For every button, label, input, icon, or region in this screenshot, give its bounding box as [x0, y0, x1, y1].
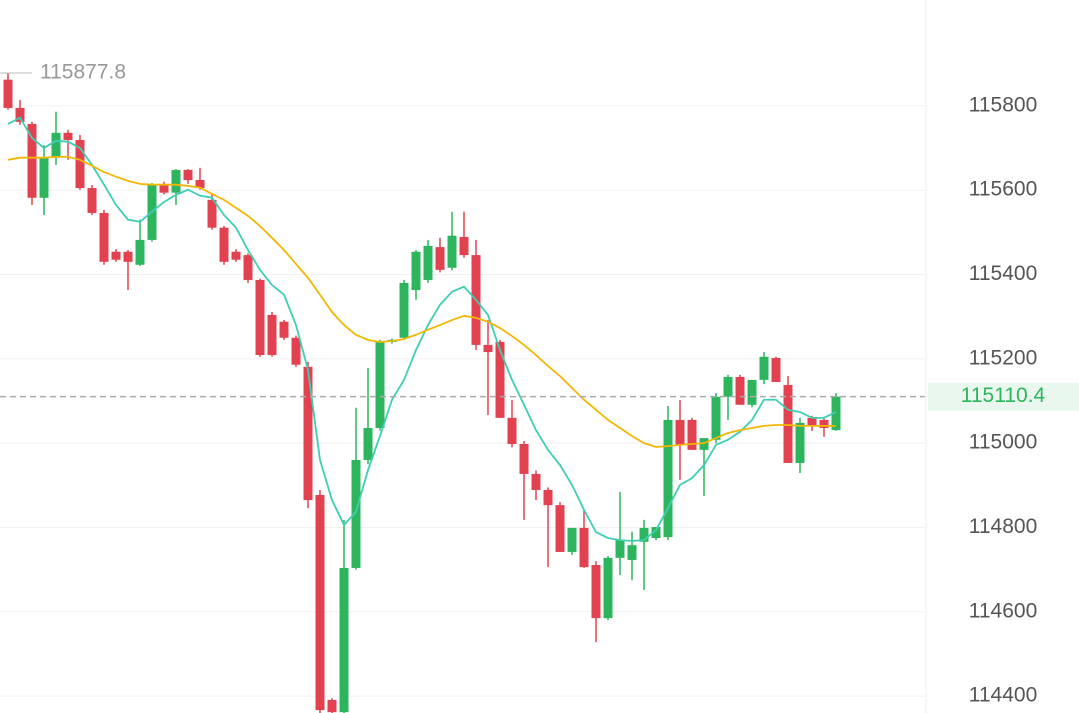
candle-body — [495, 341, 505, 418]
y-tick-label: 115000 — [969, 431, 1038, 454]
candle-body — [447, 235, 457, 268]
candle-body — [87, 188, 97, 213]
max-label: 115877.8 — [40, 61, 126, 84]
candle-body — [591, 565, 601, 619]
moving-average-line — [7, 155, 836, 448]
candle-body — [747, 379, 757, 405]
candle-body — [423, 245, 433, 280]
candle-body — [543, 489, 553, 506]
candle-body — [483, 344, 493, 353]
candle-body — [375, 341, 385, 428]
candle-body — [459, 236, 469, 256]
candle-body — [651, 527, 661, 539]
candle-body — [435, 247, 445, 270]
candle-body — [735, 376, 745, 405]
candle-body — [219, 227, 229, 262]
candle-body — [291, 337, 301, 365]
candle-body — [519, 443, 529, 474]
candle-body — [327, 699, 337, 713]
candle-body — [411, 251, 421, 291]
candle-body — [639, 527, 649, 542]
candle-body — [711, 396, 721, 440]
candle-body — [723, 376, 733, 397]
candle-body — [831, 396, 841, 431]
candle-body — [507, 417, 517, 444]
candle-body — [399, 282, 409, 338]
candle-body — [687, 419, 697, 450]
last-price-box — [928, 382, 1079, 411]
moving-average-line — [7, 116, 837, 542]
y-tick-label: 114800 — [969, 515, 1038, 538]
candle-body — [171, 169, 181, 193]
candle-body — [807, 417, 817, 426]
y-tick-label: 115200 — [969, 346, 1038, 369]
candle-body — [315, 495, 325, 711]
candle-body — [111, 251, 121, 260]
candle-body — [63, 132, 73, 140]
candle-body — [207, 199, 217, 228]
candle-body — [255, 279, 265, 356]
candle-body — [531, 473, 541, 490]
candle-body — [243, 255, 253, 280]
candle-body — [183, 169, 193, 181]
candle-body — [783, 384, 793, 463]
candle-body — [771, 357, 781, 383]
candle-body — [795, 422, 805, 463]
candle-body — [27, 123, 37, 198]
candle-body — [615, 540, 625, 558]
candle-body — [75, 139, 85, 189]
candle-body — [123, 251, 133, 262]
candle-body — [627, 545, 637, 560]
candle-body — [135, 239, 145, 265]
candle-body — [99, 212, 109, 262]
candle-body — [51, 132, 61, 158]
candle-body — [579, 527, 589, 568]
y-tick-label: 114600 — [969, 599, 1038, 622]
candle-body — [555, 505, 565, 552]
candle-body — [231, 251, 241, 260]
candle-body — [15, 107, 25, 122]
last-price-label: 115110.4 — [961, 384, 1046, 407]
y-tick-label: 115400 — [969, 262, 1038, 285]
candle-body — [363, 427, 373, 461]
candle-body — [663, 419, 673, 538]
candle-body — [39, 157, 49, 198]
candle-body — [279, 321, 289, 338]
candle-body — [195, 180, 205, 189]
candle-body — [3, 79, 13, 108]
candle-body — [159, 184, 169, 193]
y-tick-label: 115600 — [969, 178, 1038, 201]
candle-body — [339, 567, 349, 713]
candle-body — [351, 460, 361, 568]
y-tick-label: 114400 — [969, 684, 1038, 707]
candle-body — [819, 419, 829, 428]
candle-body — [603, 557, 613, 619]
candle-body — [759, 356, 769, 380]
candle-body — [303, 366, 313, 501]
candle-body — [675, 419, 685, 445]
candle-body — [267, 314, 277, 356]
candle-body — [567, 527, 577, 552]
y-tick-label: 115800 — [969, 93, 1038, 116]
